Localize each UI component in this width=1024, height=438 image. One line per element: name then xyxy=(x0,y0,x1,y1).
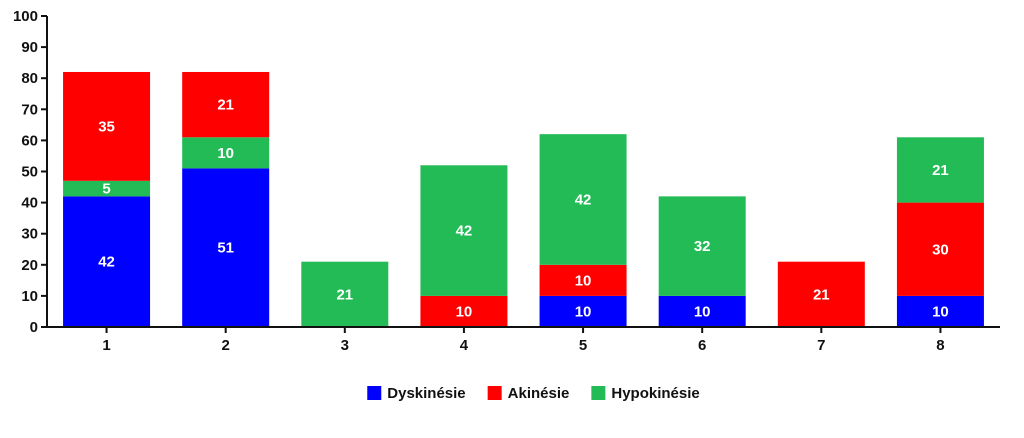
bar-segment-1-dyskinesie xyxy=(63,196,151,327)
bar-value-label: 10 xyxy=(575,272,592,289)
legend-swatch-dyskinesie xyxy=(367,386,382,400)
bar-segment-8-dyskinesie xyxy=(896,295,984,327)
bar-segment-2-akinesie xyxy=(182,71,270,138)
y-tick-label: 100 xyxy=(13,8,38,25)
bar-segment-5-hypokinesie xyxy=(539,134,627,265)
x-tick-label: 2 xyxy=(222,337,230,354)
x-tick-label: 6 xyxy=(698,337,706,354)
y-tick-label: 50 xyxy=(21,164,38,181)
bar-value-label: 42 xyxy=(98,254,115,271)
y-tick-label: 90 xyxy=(21,39,38,56)
y-tick-label: 0 xyxy=(30,319,38,336)
bar-segment-6-hypokinesie xyxy=(658,196,746,296)
y-tick-label: 30 xyxy=(21,226,38,243)
legend-swatch-hypokinesie xyxy=(591,386,606,400)
bar-segment-8-akinesie xyxy=(896,202,984,296)
bar-value-label: 42 xyxy=(456,223,473,240)
bar-value-label: 30 xyxy=(932,241,949,258)
bar-value-label: 21 xyxy=(813,286,830,303)
y-tick-label: 70 xyxy=(21,101,38,118)
y-axis: 0 10 20 30 40 50 60 70 80 90 100 xyxy=(13,8,48,336)
y-tick-label: 40 xyxy=(21,195,38,212)
bar-value-label: 10 xyxy=(694,303,711,320)
x-tick-label: 5 xyxy=(579,337,587,354)
x-tick-label: 4 xyxy=(460,337,469,354)
legend-label-akinesie: Akinésie xyxy=(508,385,570,402)
bar-segment-5-dyskinesie xyxy=(539,295,627,327)
bar-value-label: 10 xyxy=(575,303,592,320)
bar-segment-6-dyskinesie xyxy=(658,295,746,327)
bar-segment-5-akinesie xyxy=(539,264,627,296)
bar-value-label: 35 xyxy=(98,118,115,135)
bars-group: 42 5 35 51 10 21 21 10 42 10 10 42 10 32 21 10 30 21 xyxy=(63,71,984,327)
y-tick-label: 20 xyxy=(21,257,38,274)
bar-segment-1-hypokinesie xyxy=(63,180,151,197)
bar-value-label: 51 xyxy=(217,240,234,257)
bar-value-label: 32 xyxy=(694,238,711,255)
bar-segment-4-hypokinesie xyxy=(420,165,508,296)
y-tick-label: 80 xyxy=(21,70,38,87)
legend-label-hypokinesie: Hypokinésie xyxy=(611,385,699,402)
x-tick-label: 8 xyxy=(936,337,944,354)
legend-swatch-akinesie xyxy=(487,386,502,400)
bar-value-label: 10 xyxy=(456,303,473,320)
y-tick-label: 60 xyxy=(21,132,38,149)
bar-value-label: 21 xyxy=(336,286,353,303)
y-tick-label: 10 xyxy=(21,288,38,305)
bar-value-label: 21 xyxy=(217,97,234,114)
x-tick-label: 7 xyxy=(817,337,825,354)
bar-value-label: 5 xyxy=(102,181,110,198)
bar-segment-8-hypokinesie xyxy=(896,137,984,203)
bar-value-label: 10 xyxy=(932,303,949,320)
x-tick-label: 1 xyxy=(102,337,110,354)
bar-segment-7-akinesie xyxy=(777,261,865,327)
x-axis: 1 2 3 4 5 6 7 8 xyxy=(47,326,1000,354)
bar-segment-2-hypokinesie xyxy=(182,137,270,169)
bar-segment-4-akinesie xyxy=(420,295,508,327)
bar-value-label: 21 xyxy=(932,162,949,179)
bar-segment-1-akinesie xyxy=(63,71,151,181)
legend-label-dyskinesie: Dyskinésie xyxy=(387,385,465,402)
bar-segment-2-dyskinesie xyxy=(182,168,270,327)
bar-value-label: 10 xyxy=(217,145,234,162)
legend: Dyskinésie Akinésie Hypokinésie xyxy=(367,385,700,402)
bar-segment-3-hypokinesie xyxy=(301,261,389,327)
bar-value-label: 42 xyxy=(575,191,592,208)
x-tick-label: 3 xyxy=(341,337,349,354)
